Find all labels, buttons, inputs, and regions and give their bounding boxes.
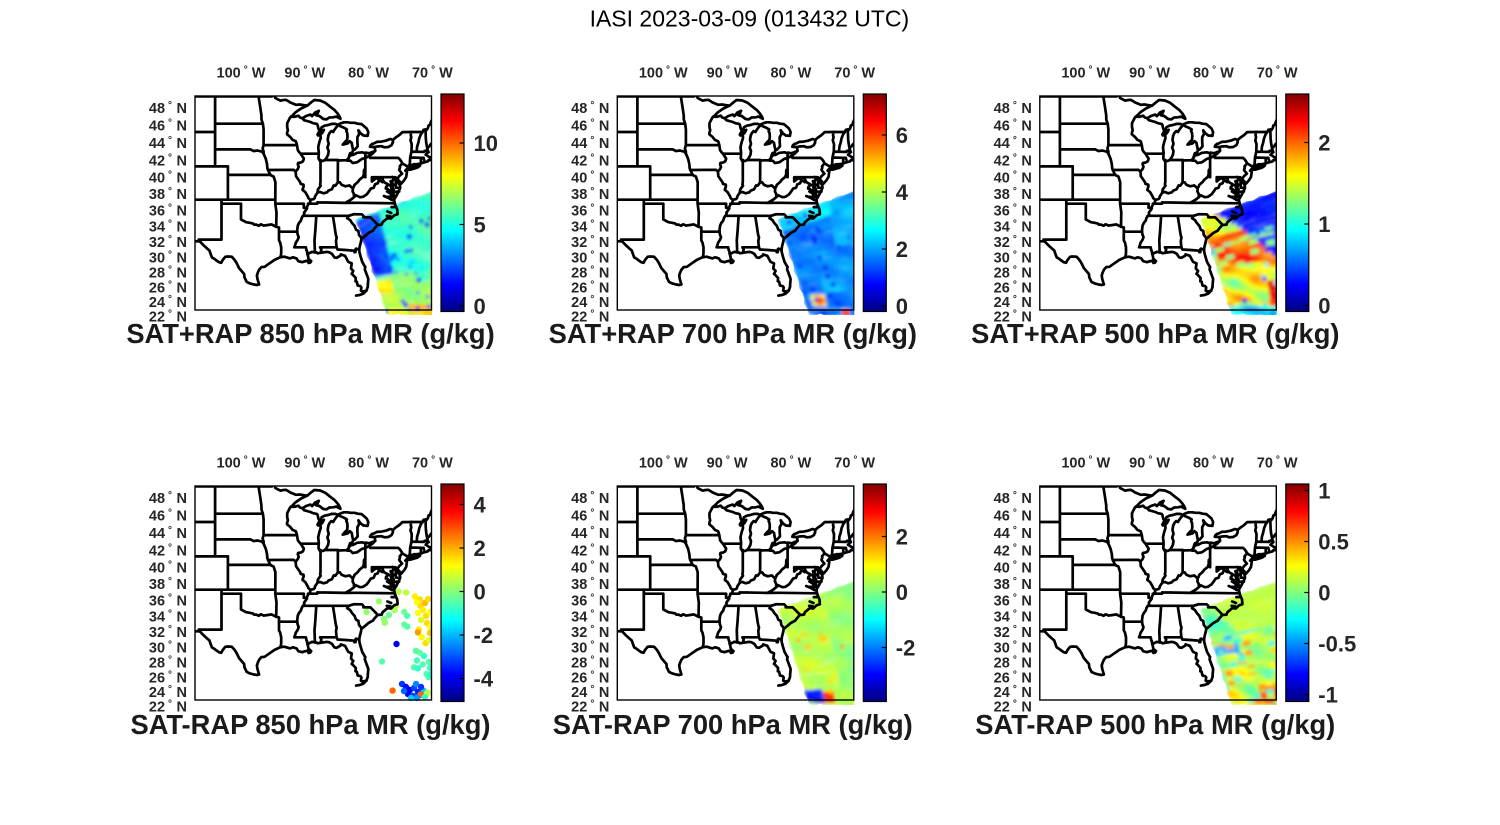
- svg-text:1: 1: [1318, 479, 1330, 504]
- svg-text:0: 0: [896, 294, 908, 319]
- svg-text:4: 4: [474, 493, 487, 518]
- svg-text:SAT+RAP 500 hPa MR (g/kg): SAT+RAP 500 hPa MR (g/kg): [971, 318, 1339, 349]
- svg-text:-0.5: -0.5: [1318, 632, 1356, 657]
- svg-text:IASI 2023-03-09 (013432 UTC): IASI 2023-03-09 (013432 UTC): [590, 6, 910, 32]
- svg-text:SAT-RAP 850 hPa MR (g/kg): SAT-RAP 850 hPa MR (g/kg): [131, 709, 491, 740]
- svg-text:0: 0: [1318, 294, 1330, 319]
- svg-text:0: 0: [896, 580, 908, 605]
- svg-text:-1: -1: [1318, 683, 1338, 708]
- svg-text:4: 4: [896, 180, 909, 205]
- svg-text:-2: -2: [896, 636, 916, 661]
- svg-text:-4: -4: [474, 667, 494, 692]
- svg-text:0: 0: [474, 580, 486, 605]
- svg-text:1: 1: [1318, 212, 1330, 237]
- svg-text:2: 2: [1318, 131, 1330, 156]
- svg-text:2: 2: [896, 525, 908, 550]
- svg-text:0: 0: [1318, 581, 1330, 606]
- svg-text:5: 5: [474, 213, 486, 238]
- svg-text:0: 0: [474, 294, 486, 319]
- svg-text:SAT+RAP 700 hPa MR (g/kg): SAT+RAP 700 hPa MR (g/kg): [549, 318, 917, 349]
- svg-text:2: 2: [896, 237, 908, 262]
- svg-text:SAT-RAP 700 hPa MR (g/kg): SAT-RAP 700 hPa MR (g/kg): [553, 709, 913, 740]
- svg-text:2: 2: [474, 536, 486, 561]
- svg-text:6: 6: [896, 123, 908, 148]
- svg-text:SAT-RAP 500 hPa MR (g/kg): SAT-RAP 500 hPa MR (g/kg): [975, 709, 1335, 740]
- svg-text:10: 10: [474, 131, 498, 156]
- svg-text:-2: -2: [474, 623, 494, 648]
- svg-text:0.5: 0.5: [1318, 530, 1349, 555]
- svg-text:SAT+RAP 850 hPa MR (g/kg): SAT+RAP 850 hPa MR (g/kg): [126, 318, 494, 349]
